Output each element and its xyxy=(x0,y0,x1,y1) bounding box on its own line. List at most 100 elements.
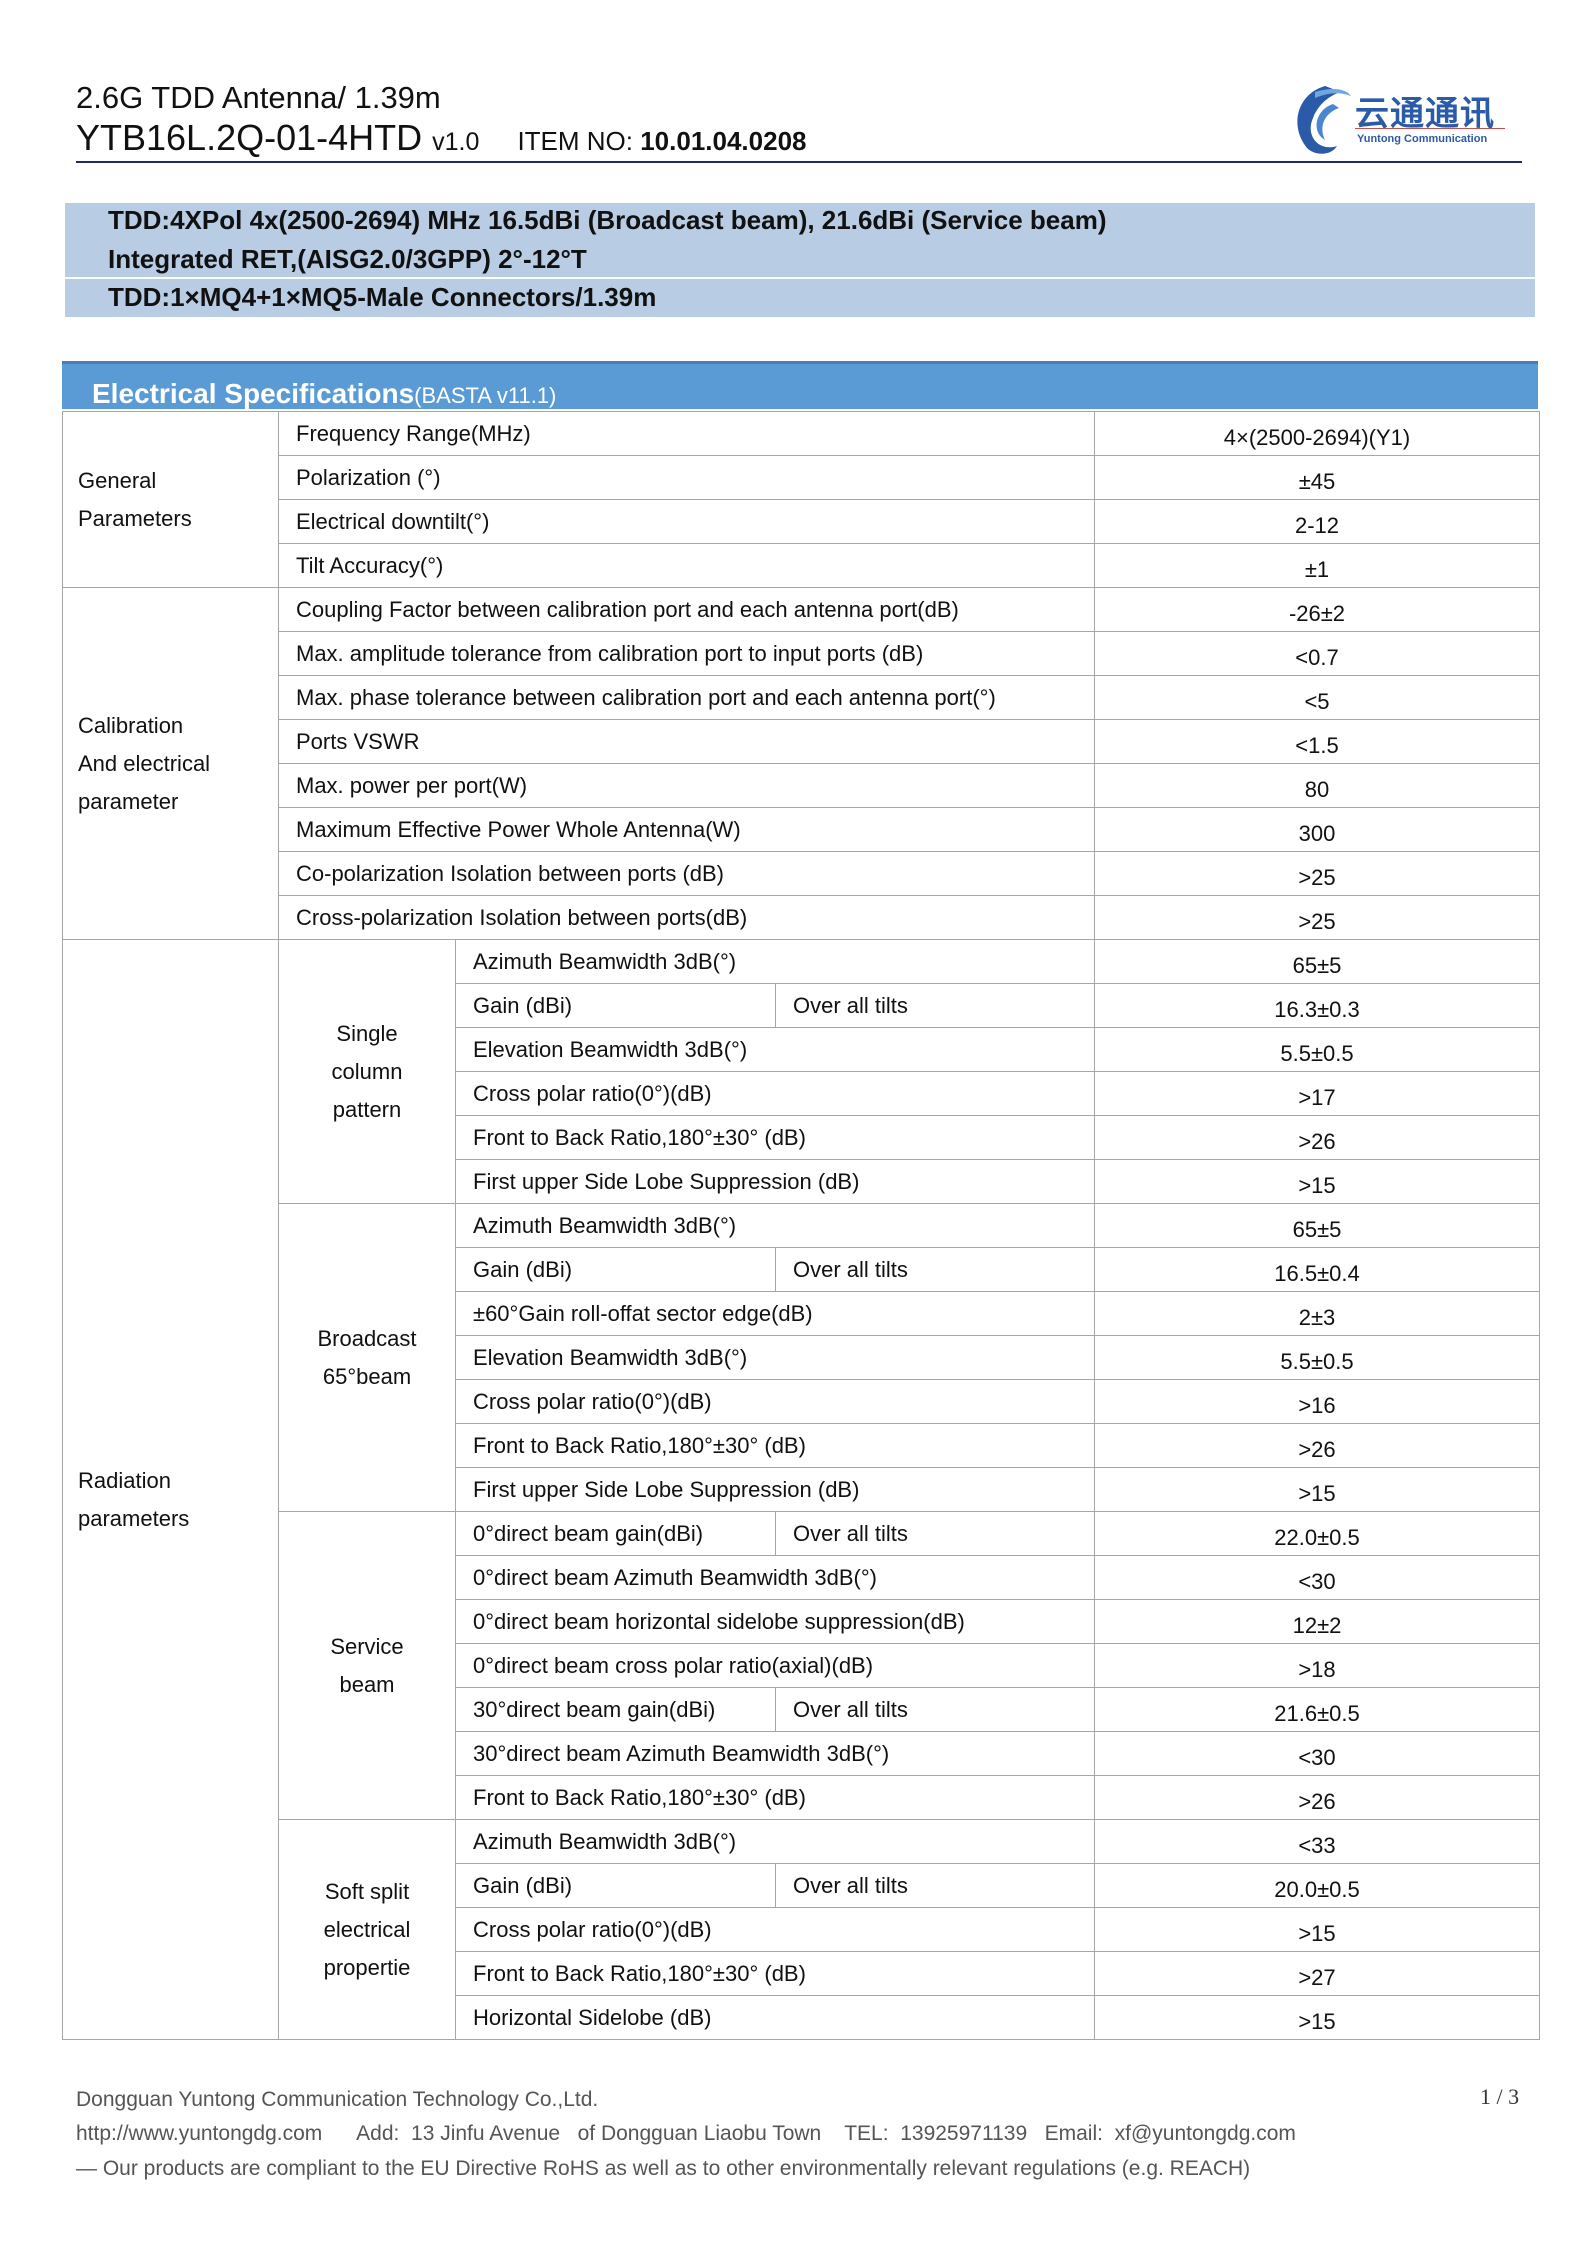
param-value: 16.5±0.4 xyxy=(1094,1247,1540,1292)
param-value: >15 xyxy=(1094,1907,1540,1952)
param-name: 0°direct beam horizontal sidelobe suppre… xyxy=(455,1599,1095,1644)
param-value: 16.3±0.3 xyxy=(1094,983,1540,1028)
param-name: Horizontal Sidelobe (dB) xyxy=(455,1995,1095,2040)
spec-row: Co-polarization Isolation between ports … xyxy=(63,851,1540,896)
logo-swirl-icon xyxy=(1297,86,1351,154)
section-subtitle: (BASTA v11.1) xyxy=(414,383,557,408)
param-name: Cross polar ratio(0°)(dB) xyxy=(455,1379,1095,1424)
page-number: 1 / 3 xyxy=(1480,2084,1520,2109)
param-name: Cross-polarization Isolation between por… xyxy=(278,895,1095,940)
spec-row: Maximum Effective Power Whole Antenna(W)… xyxy=(63,807,1540,852)
param-name: 30°direct beam Azimuth Beamwidth 3dB(°) xyxy=(455,1731,1095,1776)
param-name: Gain (dBi) xyxy=(455,1247,776,1292)
param-name: 0°direct beam Azimuth Beamwidth 3dB(°) xyxy=(455,1555,1095,1600)
param-condition: Over all tilts xyxy=(775,1247,1095,1292)
spec-row: Cross polar ratio(0°)(dB) >15 xyxy=(63,1907,1540,1952)
spec-row: 30°direct beam gain(dBi) Over all tilts 21… xyxy=(63,1687,1540,1732)
spec-row: Calibration And electrical parameter Coup… xyxy=(62,587,1540,940)
param-value: 65±5 xyxy=(1094,939,1540,984)
param-value: >26 xyxy=(1094,1423,1540,1468)
item-number: 10.01.04.0208 xyxy=(640,126,807,156)
param-value: >26 xyxy=(1094,1775,1540,1820)
param-name: Cross polar ratio(0°)(dB) xyxy=(455,1071,1095,1116)
logo-cn-text: 云通通讯 xyxy=(1355,95,1495,133)
param-name: Gain (dBi) xyxy=(455,1863,776,1908)
param-value: 2±3 xyxy=(1094,1291,1540,1336)
spec-row: 0°direct beam horizontal sidelobe suppre… xyxy=(63,1599,1540,1644)
spec-row: 0°direct beam cross polar ratio(axial)(d… xyxy=(63,1643,1540,1688)
param-name: Max. phase tolerance between calibration… xyxy=(278,675,1095,720)
spec-row: Gain (dBi) Over all tilts 16.3±0.3 xyxy=(63,983,1540,1028)
group-label: General Parameters xyxy=(62,411,279,588)
param-name: Elevation Beamwidth 3dB(°) xyxy=(455,1027,1095,1072)
spec-row: 0°direct beam Azimuth Beamwidth 3dB(°) <3… xyxy=(63,1555,1540,1600)
spec-row: First upper Side Lobe Suppression (dB) >1… xyxy=(63,1467,1540,1512)
spec-row: First upper Side Lobe Suppression (dB) >1… xyxy=(63,1159,1540,1204)
subgroup-label: Single column pattern xyxy=(278,939,456,1204)
group-label: Radiation parameters xyxy=(62,939,279,2040)
param-value: 20.0±0.5 xyxy=(1094,1863,1540,1908)
spec-row: Max. phase tolerance between calibration… xyxy=(63,675,1540,720)
param-name: Gain (dBi) xyxy=(455,983,776,1028)
spec-row: Tilt Accuracy(°) ±1 xyxy=(63,543,1540,588)
footer-contact: http://www.yuntongdg.com Add: 13 Jinfu A… xyxy=(76,2122,1296,2145)
param-name: Ports VSWR xyxy=(278,719,1095,764)
section-title: Electrical Specifications xyxy=(92,378,415,409)
subgroup-label: Service beam xyxy=(278,1511,456,1820)
banner-line: Integrated RET,(AISG2.0/3GPP) 2°-12°T xyxy=(108,244,587,274)
param-value: 2-12 xyxy=(1094,499,1540,544)
param-value: 65±5 xyxy=(1094,1203,1540,1248)
param-name: ±60°Gain roll-offat sector edge(dB) xyxy=(455,1291,1095,1336)
spec-row: Polarization (°) ±45 xyxy=(63,455,1540,500)
model-line: YTB16L.2Q-01-4HTD v1.0 ITEM NO: 10.01.04… xyxy=(76,117,807,159)
spec-row: Soft split electrical propertie Azimuth B… xyxy=(63,1819,1540,2040)
param-value: <30 xyxy=(1094,1555,1540,1600)
param-name: Front to Back Ratio,180°±30° (dB) xyxy=(455,1115,1095,1160)
spec-row: Front to Back Ratio,180°±30° (dB) >27 xyxy=(63,1951,1540,1996)
spec-row: Broadcast 65°beam Azimuth Beamwidth 3dB(°… xyxy=(63,1203,1540,1512)
model-number: YTB16L.2Q-01-4HTD xyxy=(76,117,423,158)
param-name: Co-polarization Isolation between ports … xyxy=(278,851,1095,896)
param-value: 5.5±0.5 xyxy=(1094,1027,1540,1072)
param-name: Cross polar ratio(0°)(dB) xyxy=(455,1907,1095,1952)
subgroup-label: Broadcast 65°beam xyxy=(278,1203,456,1512)
spec-row: General Parameters Frequency Range(MHz) 4… xyxy=(62,411,1540,588)
param-name: Electrical downtilt(°) xyxy=(278,499,1095,544)
spec-row: Gain (dBi) Over all tilts 16.5±0.4 xyxy=(63,1247,1540,1292)
param-value: ±1 xyxy=(1094,543,1540,588)
spec-row: Cross-polarization Isolation between por… xyxy=(63,895,1540,940)
param-name: Polarization (°) xyxy=(278,455,1095,500)
version: v1.0 xyxy=(432,128,480,156)
param-value: >25 xyxy=(1094,851,1540,896)
param-condition: Over all tilts xyxy=(775,1863,1095,1908)
param-value: 22.0±0.5 xyxy=(1094,1511,1540,1556)
param-value: >15 xyxy=(1094,1995,1540,2040)
param-name: Front to Back Ratio,180°±30° (dB) xyxy=(455,1775,1095,1820)
param-value: >27 xyxy=(1094,1951,1540,1996)
spec-row: Radiation parameters Single column patter… xyxy=(62,939,1540,2040)
param-name: Maximum Effective Power Whole Antenna(W) xyxy=(278,807,1095,852)
param-name: Azimuth Beamwidth 3dB(°) xyxy=(455,1203,1095,1248)
param-value: -26±2 xyxy=(1094,587,1540,632)
company-logo: 云通通讯 Yuntong Communication xyxy=(1285,80,1525,160)
param-name: Front to Back Ratio,180°±30° (dB) xyxy=(455,1423,1095,1468)
spec-row: Cross polar ratio(0°)(dB) >17 xyxy=(63,1071,1540,1116)
spec-row: Elevation Beamwidth 3dB(°) 5.5±0.5 xyxy=(63,1027,1540,1072)
spec-row: Gain (dBi) Over all tilts 20.0±0.5 xyxy=(63,1863,1540,1908)
param-name: 0°direct beam cross polar ratio(axial)(d… xyxy=(455,1643,1095,1688)
banner-line: TDD:4XPol 4x(2500-2694) MHz 16.5dBi (Bro… xyxy=(108,205,1107,235)
param-value: >25 xyxy=(1094,895,1540,940)
param-value: 5.5±0.5 xyxy=(1094,1335,1540,1380)
param-name: Front to Back Ratio,180°±30° (dB) xyxy=(455,1951,1095,1996)
param-name: Max. amplitude tolerance from calibratio… xyxy=(278,631,1095,676)
param-name: Elevation Beamwidth 3dB(°) xyxy=(455,1335,1095,1380)
spec-row: Electrical downtilt(°) 2-12 xyxy=(63,499,1540,544)
param-name: Frequency Range(MHz) xyxy=(278,411,1095,456)
param-name: Tilt Accuracy(°) xyxy=(278,543,1095,588)
param-value: <1.5 xyxy=(1094,719,1540,764)
param-value: 12±2 xyxy=(1094,1599,1540,1644)
subgroup-label: Soft split electrical propertie xyxy=(278,1819,456,2040)
spec-row: ±60°Gain roll-offat sector edge(dB) 2±3 xyxy=(63,1291,1540,1336)
section-header: Electrical Specifications(BASTA v11.1) xyxy=(62,361,1538,409)
param-value: <0.7 xyxy=(1094,631,1540,676)
